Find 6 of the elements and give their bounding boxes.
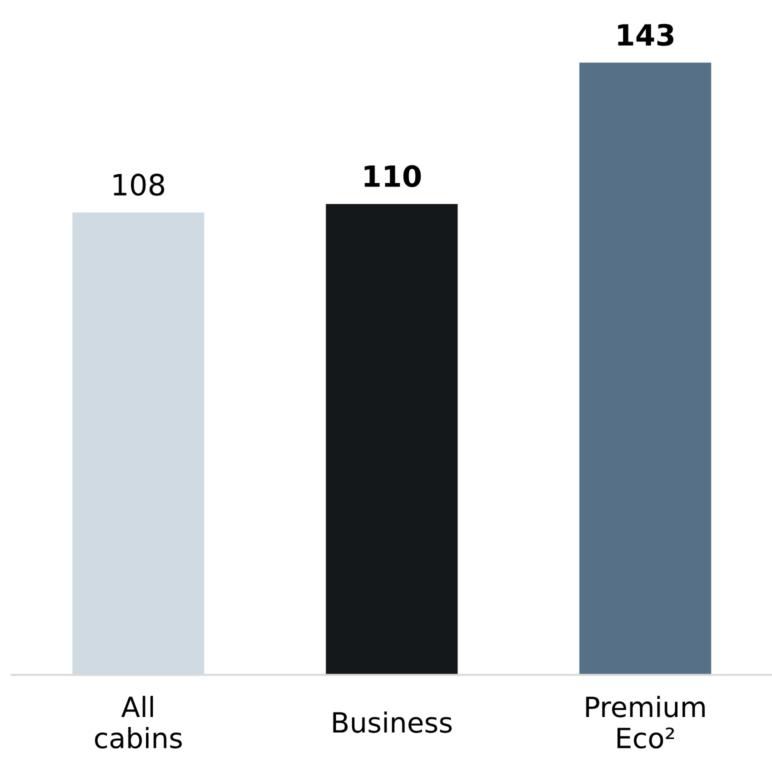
x-tick-label: All cabins [94,696,182,748]
data-label: 108 [114,174,164,196]
data-label: 143 [618,24,674,46]
x-tick-label: Business [333,711,452,733]
x-tick-label: Premium Eco² [586,696,705,748]
data-label: 110 [364,165,421,188]
